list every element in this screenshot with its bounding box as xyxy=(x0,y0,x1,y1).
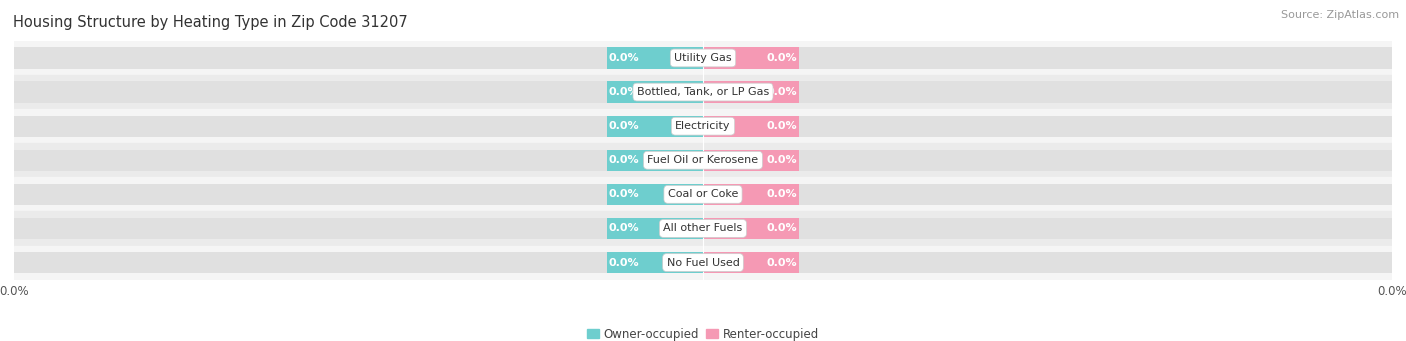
Text: 0.0%: 0.0% xyxy=(609,189,640,199)
Bar xyxy=(14,150,1392,171)
Text: 0.0%: 0.0% xyxy=(766,87,797,97)
Bar xyxy=(14,246,1392,280)
Bar xyxy=(703,184,800,205)
Bar xyxy=(606,150,703,171)
Text: 0.0%: 0.0% xyxy=(766,189,797,199)
Bar xyxy=(703,252,800,273)
Text: 0.0%: 0.0% xyxy=(609,223,640,234)
Text: Bottled, Tank, or LP Gas: Bottled, Tank, or LP Gas xyxy=(637,87,769,97)
Bar xyxy=(14,47,1392,69)
Text: Housing Structure by Heating Type in Zip Code 31207: Housing Structure by Heating Type in Zip… xyxy=(13,15,408,30)
Text: No Fuel Used: No Fuel Used xyxy=(666,257,740,268)
Bar xyxy=(606,81,703,103)
Bar xyxy=(606,47,703,69)
Text: All other Fuels: All other Fuels xyxy=(664,223,742,234)
Text: 0.0%: 0.0% xyxy=(766,223,797,234)
Bar xyxy=(14,109,1392,143)
Legend: Owner-occupied, Renter-occupied: Owner-occupied, Renter-occupied xyxy=(582,323,824,341)
Bar xyxy=(606,218,703,239)
Bar xyxy=(606,116,703,137)
Bar xyxy=(14,252,1392,273)
Text: 0.0%: 0.0% xyxy=(609,155,640,165)
Text: 0.0%: 0.0% xyxy=(766,257,797,268)
Text: 0.0%: 0.0% xyxy=(766,121,797,131)
Bar xyxy=(14,218,1392,239)
Bar xyxy=(14,81,1392,103)
Bar xyxy=(606,184,703,205)
Text: 0.0%: 0.0% xyxy=(766,155,797,165)
Text: Electricity: Electricity xyxy=(675,121,731,131)
Bar xyxy=(14,143,1392,177)
Bar xyxy=(703,218,800,239)
Bar xyxy=(14,184,1392,205)
Text: 0.0%: 0.0% xyxy=(609,53,640,63)
Text: 0.0%: 0.0% xyxy=(609,257,640,268)
Text: 0.0%: 0.0% xyxy=(766,53,797,63)
Bar xyxy=(703,81,800,103)
Text: Fuel Oil or Kerosene: Fuel Oil or Kerosene xyxy=(647,155,759,165)
Bar xyxy=(14,75,1392,109)
Text: 0.0%: 0.0% xyxy=(609,121,640,131)
Bar xyxy=(14,211,1392,246)
Bar xyxy=(14,116,1392,137)
Bar xyxy=(14,41,1392,75)
Bar xyxy=(14,177,1392,211)
Text: Source: ZipAtlas.com: Source: ZipAtlas.com xyxy=(1281,10,1399,20)
Bar xyxy=(703,116,800,137)
Bar xyxy=(703,150,800,171)
Text: Coal or Coke: Coal or Coke xyxy=(668,189,738,199)
Bar xyxy=(606,252,703,273)
Bar xyxy=(703,47,800,69)
Text: 0.0%: 0.0% xyxy=(609,87,640,97)
Text: Utility Gas: Utility Gas xyxy=(675,53,731,63)
